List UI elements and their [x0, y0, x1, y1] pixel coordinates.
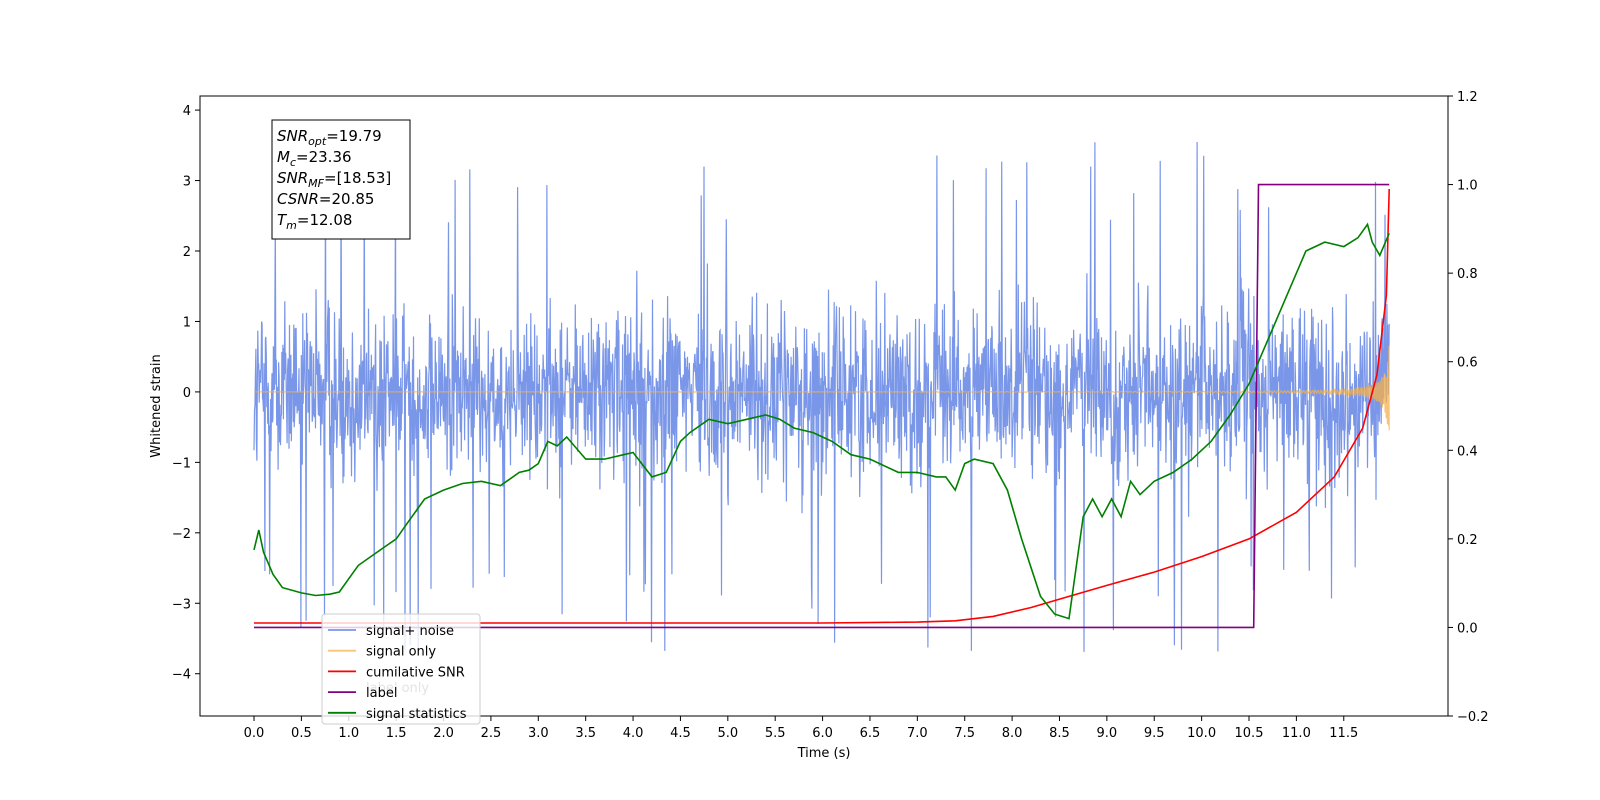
x-tick-label: 7.5 — [954, 726, 975, 741]
y2-tick-label: −0.2 — [1457, 710, 1489, 725]
x-tick-label: 8.0 — [1002, 726, 1023, 741]
y-tick-label: −2 — [172, 527, 191, 542]
x-tick-label: 0.5 — [291, 726, 312, 741]
x-axis-label: Time (s) — [797, 746, 851, 761]
x-axis: 0.0 0.5 1.0 1.5 2.0 2.5 3.0 3.5 4.0 4.5 5.0 5.5 6.0 6… — [244, 716, 1358, 741]
y-tick-label: 1 — [183, 315, 191, 330]
annotation-box: SNRopt=19.79Mc=23.36SNRMF=[18.53]CSNR=20… — [271, 119, 411, 240]
x-tick-label: 2.5 — [481, 726, 502, 741]
annotation-line: SNRMF=[18.53] — [277, 169, 391, 190]
y2-tick-label: 0.2 — [1457, 533, 1478, 548]
y2-tick-label: 1.2 — [1457, 90, 1478, 105]
annotation-line: Tm=12.08 — [277, 211, 352, 232]
y-tick-label: 4 — [183, 104, 191, 119]
x-tick-label: 11.0 — [1282, 726, 1311, 741]
y-tick-label: −4 — [172, 668, 191, 683]
x-tick-label: 1.0 — [338, 726, 359, 741]
axes-frame — [199, 95, 1449, 717]
y-axis-label: Whitened strain — [149, 354, 164, 457]
y2-tick-label: 0.4 — [1457, 444, 1478, 459]
legend-entry-label: signal only — [366, 645, 436, 660]
y-tick-label: 0 — [183, 386, 191, 401]
y-tick-label: −1 — [172, 456, 191, 471]
x-tick-label: 10.5 — [1235, 726, 1264, 741]
x-tick-label: 4.5 — [670, 726, 691, 741]
x-tick-label: 6.0 — [812, 726, 833, 741]
y2-tick-label: 0.6 — [1457, 356, 1478, 371]
legend-entry-label: signal statistics — [366, 707, 467, 722]
x-tick-label: 8.5 — [1049, 726, 1070, 741]
series-signal-statistics — [253, 222, 1390, 620]
x-tick-label: 4.0 — [623, 726, 644, 741]
x-tick-label: 3.5 — [575, 726, 596, 741]
x-tick-label: 3.0 — [528, 726, 549, 741]
series-signal-only — [254, 345, 1390, 431]
y-axis-right: 1.2 1.0 0.8 0.6 0.4 0.2 0.0 −0.2 — [1448, 90, 1489, 725]
series-cumulative-snr — [254, 188, 1390, 624]
y-tick-label: −3 — [172, 597, 191, 612]
annotation-line: SNRopt=19.79 — [277, 127, 382, 148]
x-tick-label: 5.0 — [717, 726, 738, 741]
series-label — [254, 183, 1390, 629]
legend-frame — [321, 613, 481, 725]
x-tick-label: 5.5 — [765, 726, 786, 741]
series-signal-noise — [253, 141, 1390, 652]
x-tick-label: 11.5 — [1329, 726, 1358, 741]
x-tick-label: 0.0 — [244, 726, 265, 741]
x-tick-label: 1.5 — [386, 726, 407, 741]
annotation-line: CSNR=20.85 — [277, 190, 374, 208]
y-axis-left: 4 3 2 1 0 −1 −2 −3 −4 — [172, 104, 200, 683]
legend: label only signal+ noise signal only cumila… — [321, 613, 481, 725]
y2-tick-label: 0.0 — [1457, 621, 1478, 636]
y-tick-label: 3 — [183, 175, 191, 190]
legend-entry-label: cumilative SNR — [366, 665, 465, 680]
y-tick-label: 2 — [183, 245, 191, 260]
legend-entry-label: signal+ noise — [366, 624, 454, 639]
plot-area — [253, 141, 1390, 652]
annotation-frame — [271, 119, 411, 240]
y2-tick-label: 0.8 — [1457, 267, 1478, 282]
x-tick-label: 10.0 — [1187, 726, 1216, 741]
x-tick-label: 7.0 — [907, 726, 928, 741]
x-tick-label: 9.0 — [1097, 726, 1118, 741]
y2-tick-label: 1.0 — [1457, 179, 1478, 194]
x-tick-label: 6.5 — [860, 726, 881, 741]
x-tick-label: 2.0 — [433, 726, 454, 741]
annotation-line: Mc=23.36 — [277, 148, 352, 169]
legend-ghost-text: label only — [366, 681, 429, 696]
x-tick-label: 9.5 — [1144, 726, 1165, 741]
legend-entry-label: label — [366, 686, 397, 701]
